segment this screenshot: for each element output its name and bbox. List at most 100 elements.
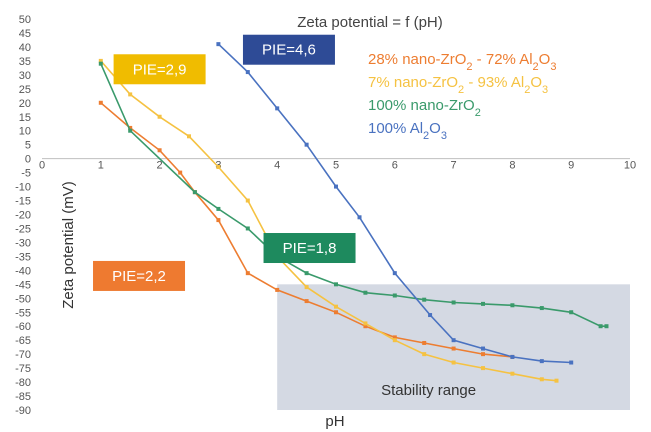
y-tick-labels: 50454035302520151050-5-10-15-20-25-30-35… bbox=[15, 14, 31, 417]
y-tick-label: -80 bbox=[15, 377, 31, 389]
pie-label: PIE=1,8 bbox=[283, 240, 337, 257]
y-tick-label: -65 bbox=[15, 335, 31, 347]
legend-entry: 28% nano-ZrO2 - 72% Al2O3 bbox=[368, 51, 556, 73]
y-tick-label: 45 bbox=[19, 28, 31, 40]
legend-entry: 100% Al2O3 bbox=[368, 120, 447, 142]
data-point bbox=[192, 190, 197, 195]
x-tick-label: 10 bbox=[624, 160, 636, 172]
data-point bbox=[539, 359, 544, 364]
data-point bbox=[275, 106, 280, 111]
x-tick-label: 7 bbox=[451, 160, 457, 172]
data-point bbox=[216, 42, 221, 47]
pie-box bbox=[263, 233, 356, 264]
y-tick-label: -85 bbox=[15, 391, 31, 403]
pie-box bbox=[242, 34, 335, 65]
series-lines bbox=[98, 42, 609, 383]
x-tick-label: 5 bbox=[333, 160, 339, 172]
x-tick-label: 1 bbox=[98, 160, 104, 172]
data-point bbox=[422, 352, 427, 357]
data-point bbox=[275, 287, 280, 292]
y-tick-label: -70 bbox=[15, 349, 31, 361]
data-point bbox=[451, 346, 456, 351]
stability-range-label: Stability range bbox=[381, 382, 476, 399]
y-tick-label: -35 bbox=[15, 251, 31, 263]
data-point bbox=[554, 378, 559, 383]
data-point bbox=[392, 293, 397, 298]
data-point bbox=[98, 61, 103, 66]
pie-label: PIE=2,2 bbox=[112, 268, 166, 285]
y-tick-label: 15 bbox=[19, 112, 31, 124]
data-point bbox=[216, 206, 221, 211]
data-point bbox=[245, 271, 250, 276]
y-tick-label: 30 bbox=[19, 70, 31, 82]
pie-box bbox=[93, 260, 186, 291]
y-axis-label: Zeta potential (mV) bbox=[60, 181, 77, 309]
y-tick-label: -15 bbox=[15, 196, 31, 208]
y-tick-label: 20 bbox=[19, 98, 31, 110]
data-point bbox=[334, 304, 338, 309]
data-point bbox=[569, 310, 574, 315]
series-2 bbox=[98, 58, 559, 383]
data-point bbox=[481, 352, 485, 357]
y-tick-label: -20 bbox=[15, 210, 31, 222]
data-point bbox=[481, 301, 485, 306]
y-tick-label: 10 bbox=[19, 126, 31, 138]
y-tick-label: -30 bbox=[15, 237, 31, 249]
y-tick-label: -75 bbox=[15, 363, 31, 375]
data-point bbox=[392, 335, 397, 340]
data-point bbox=[128, 92, 133, 97]
pie-box bbox=[113, 54, 206, 85]
data-point bbox=[510, 371, 515, 376]
x-tick-label: 4 bbox=[274, 160, 280, 172]
legend-entry: 100% nano-ZrO2 bbox=[368, 97, 481, 119]
series-3 bbox=[98, 61, 609, 329]
y-tick-label: 50 bbox=[19, 14, 31, 26]
x-tick-label: 8 bbox=[509, 160, 515, 172]
data-point bbox=[216, 165, 221, 170]
data-point bbox=[539, 306, 544, 311]
data-point bbox=[428, 313, 433, 318]
y-tick-label: 5 bbox=[25, 140, 31, 152]
data-point bbox=[422, 297, 427, 302]
pie-annotations: PIE=2,9 PIE=4,6 PIE=2,2 PIE=1,8 bbox=[93, 34, 356, 291]
y-tick-label: -5 bbox=[21, 168, 31, 180]
pie-annotation: PIE=2,9 bbox=[113, 54, 206, 85]
data-point bbox=[510, 354, 515, 359]
y-tick-label: -55 bbox=[15, 307, 31, 319]
data-point bbox=[598, 324, 603, 329]
data-point bbox=[363, 321, 368, 326]
pie-label: PIE=4,6 bbox=[262, 42, 316, 59]
x-tick-label: 9 bbox=[568, 160, 574, 172]
series-line bbox=[100, 102, 513, 358]
data-point bbox=[451, 360, 456, 365]
data-point bbox=[304, 285, 309, 290]
data-point bbox=[128, 128, 133, 133]
data-point bbox=[451, 338, 456, 343]
legend-entry: 7% nano-ZrO2 - 93% Al2O3 bbox=[368, 74, 548, 96]
data-point bbox=[157, 148, 162, 153]
y-tick-label: -50 bbox=[15, 293, 31, 305]
data-point bbox=[157, 114, 162, 119]
data-point bbox=[569, 360, 574, 365]
data-point bbox=[392, 338, 397, 343]
x-tick-label: 2 bbox=[157, 160, 163, 172]
data-point bbox=[98, 58, 103, 63]
pie-annotation: PIE=4,6 bbox=[242, 34, 335, 65]
y-tick-label: 25 bbox=[19, 84, 31, 96]
data-point bbox=[334, 184, 338, 189]
data-point bbox=[481, 366, 485, 371]
series-4 bbox=[216, 42, 574, 365]
pie-annotation: PIE=2,2 bbox=[93, 260, 186, 291]
data-point bbox=[128, 125, 133, 130]
pie-label: PIE=2,9 bbox=[133, 61, 187, 78]
data-point bbox=[98, 100, 103, 105]
pie-annotation: PIE=1,8 bbox=[263, 233, 356, 264]
y-tick-label: -60 bbox=[15, 321, 31, 333]
x-tick-label: 0 bbox=[39, 160, 45, 172]
data-point bbox=[539, 377, 544, 382]
data-point bbox=[357, 215, 362, 220]
data-point bbox=[187, 134, 191, 139]
data-point bbox=[363, 324, 368, 329]
